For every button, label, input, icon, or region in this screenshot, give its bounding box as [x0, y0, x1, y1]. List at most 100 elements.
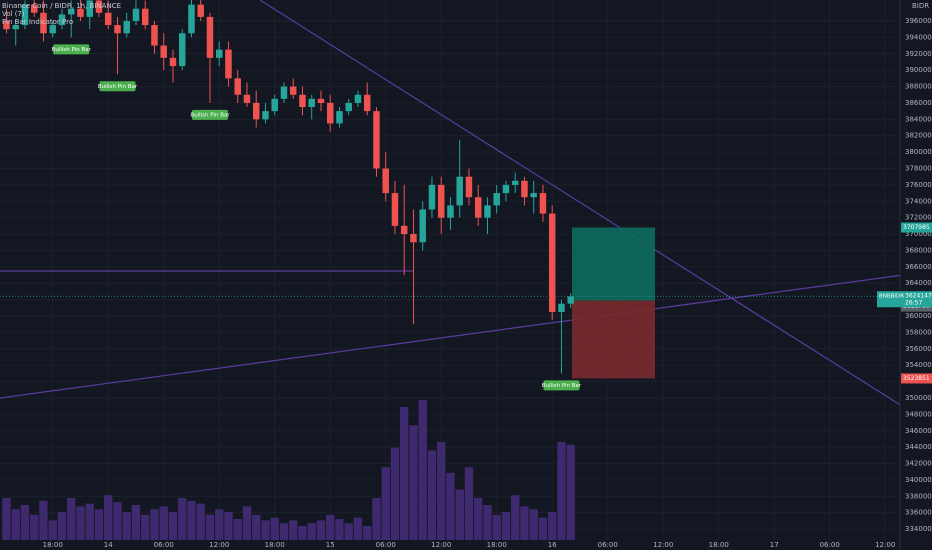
volume-bar	[187, 500, 196, 540]
candle-body	[299, 94, 306, 108]
volume-bar	[538, 517, 548, 540]
volume-bar	[298, 526, 307, 540]
volume-bar	[233, 519, 242, 540]
candle-body	[363, 94, 371, 112]
volume-bar	[483, 505, 492, 540]
candle-body	[382, 168, 389, 194]
y-tick-label: 3440000	[905, 443, 932, 451]
volume-bar	[57, 512, 67, 540]
candle-body	[77, 8, 84, 17]
volume-bar	[427, 450, 437, 540]
grid	[0, 0, 900, 540]
candles	[3, 0, 574, 374]
candle-body	[465, 176, 473, 198]
y-tick-label: 3780000	[905, 164, 932, 172]
candle-body	[336, 111, 343, 124]
y-tick-label: 3360000	[905, 509, 932, 517]
candle-body	[58, 14, 66, 26]
candle-body	[104, 12, 112, 26]
candle-body	[271, 98, 278, 112]
trend-line	[259, 0, 932, 426]
y-tick-label: 3660000	[905, 263, 932, 271]
candle-body	[317, 98, 325, 103]
x-tick-label: 12:00	[875, 541, 895, 549]
candle-body	[178, 33, 186, 67]
volume-bar	[363, 526, 372, 540]
x-axis-bg	[0, 540, 932, 550]
stop-zone	[572, 300, 655, 379]
candle-body	[141, 8, 149, 26]
volume-bar	[122, 512, 131, 540]
candle-body	[225, 49, 232, 79]
volume-bar	[150, 509, 159, 540]
volume-bar	[529, 509, 538, 540]
volume-bar	[20, 505, 30, 540]
candle-body	[114, 25, 121, 34]
candle-body	[151, 25, 158, 46]
candle-body	[400, 225, 408, 235]
pin-bar-tag	[191, 109, 228, 120]
volume-bar	[30, 514, 39, 540]
volume-bar	[224, 512, 233, 540]
volume-bar	[159, 506, 168, 540]
volume-bar	[39, 500, 48, 540]
candle-body	[262, 111, 269, 120]
y-tick-label: 3340000	[905, 525, 932, 533]
volume-legend: Vol (7)	[2, 10, 25, 18]
pin-bar-tag	[99, 81, 136, 92]
volume-bar	[520, 506, 529, 540]
volume-bar	[76, 506, 85, 540]
volume-bar	[2, 498, 11, 540]
volume-bar	[326, 514, 335, 540]
candle-body	[447, 205, 454, 218]
indicator-legend: Pin Bar Indicator Pro	[2, 18, 73, 26]
candle-body	[391, 193, 399, 226]
volume-bar	[474, 498, 483, 540]
volume-bar	[261, 520, 270, 540]
stop-price-bg	[901, 373, 932, 384]
volume-bar	[113, 502, 122, 540]
candle-body	[252, 102, 260, 120]
pin-bar-label: Bullish Pin Bar	[190, 112, 230, 118]
candle-body	[215, 49, 223, 58]
volume-bar	[85, 503, 94, 540]
volume-bar	[205, 514, 215, 540]
candle-body	[530, 193, 537, 198]
pin-bar-tag	[53, 44, 90, 55]
volume-bar	[178, 498, 187, 540]
volume-bar	[409, 425, 418, 540]
volume-bar	[464, 467, 474, 540]
x-tick-label: 18:00	[487, 541, 507, 549]
volume-bar	[104, 495, 113, 540]
candle-body	[484, 205, 491, 218]
y-tick-label: 3580000	[905, 328, 932, 336]
y-tick-label: 3720000	[905, 214, 932, 222]
candle-body	[558, 303, 565, 312]
ticker-bg	[877, 291, 932, 308]
candle-body	[511, 180, 519, 185]
y-tick-label: 3900000	[905, 66, 932, 74]
candle-body	[243, 94, 251, 103]
volume-bar	[353, 517, 363, 540]
volume-bar	[381, 467, 390, 540]
currency-label: BIDR	[912, 2, 929, 10]
y-tick-label: 3380000	[905, 492, 932, 500]
volume-bar	[400, 407, 409, 540]
target-price-bg	[901, 222, 932, 233]
volume-bar	[335, 519, 344, 540]
y-tick-label: 3600000	[905, 312, 932, 320]
target-zone	[572, 227, 655, 301]
y-tick-label: 3760000	[905, 181, 932, 189]
candle-body	[160, 45, 167, 58]
volume-bar	[279, 523, 289, 540]
last-price: 3624147	[905, 293, 932, 300]
candle-body	[428, 184, 436, 210]
y-tick-label: 3860000	[905, 99, 932, 107]
y-tick-label: 3840000	[905, 115, 932, 123]
x-tick-label: 06:00	[154, 541, 174, 549]
x-tick-label: 18:00	[265, 541, 285, 549]
candle-body	[132, 8, 140, 21]
candle-body	[21, 4, 29, 26]
candle-body	[234, 78, 241, 95]
